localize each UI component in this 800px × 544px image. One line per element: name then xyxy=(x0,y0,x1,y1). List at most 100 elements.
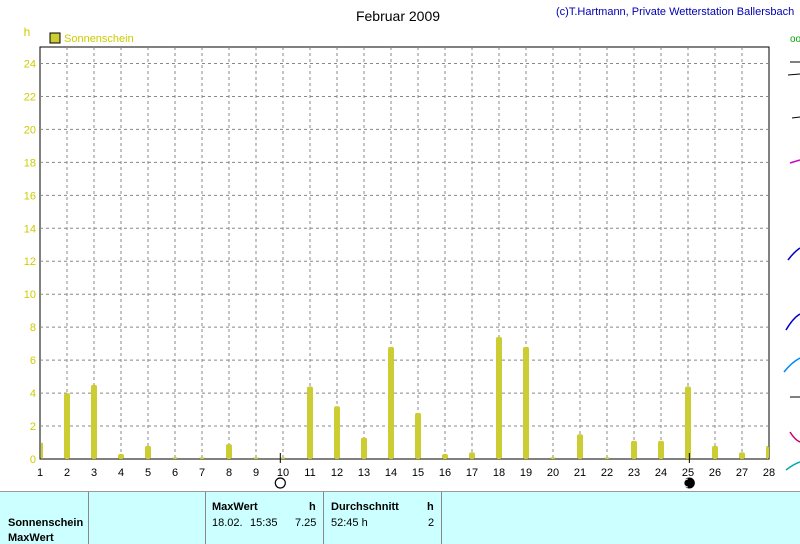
legend-swatch xyxy=(49,32,61,44)
x-tick-label: 24 xyxy=(655,467,667,479)
x-tick-label: 4 xyxy=(118,467,124,479)
y-tick-label: 4 xyxy=(30,388,36,400)
x-tick-labels: 1 2 3 4 5 6 7 8 9 10 11 12 13 14 15 16 17 18 19 20 21 22 23 24 2… xyxy=(37,467,775,479)
x-tick-label: 19 xyxy=(520,467,532,479)
x-tick-label: 7 xyxy=(199,467,205,479)
right-edge-mark xyxy=(791,116,800,119)
moon-crescent-highlight xyxy=(683,478,688,488)
bar xyxy=(766,445,769,459)
right-edge-mark xyxy=(789,159,800,164)
right-edge-mark xyxy=(787,73,800,76)
bar xyxy=(334,406,340,459)
bar xyxy=(253,457,259,459)
x-tick-label: 25 xyxy=(682,467,694,479)
x-tick-label: 20 xyxy=(547,467,559,479)
row-label-sonnenschein: Sonnenschein xyxy=(8,517,84,529)
x-tick-label: 14 xyxy=(385,467,397,479)
bar xyxy=(577,434,583,459)
table-divider xyxy=(441,492,442,544)
bar-group xyxy=(41,337,769,459)
y-tick-label: 12 xyxy=(24,256,36,268)
bar xyxy=(658,440,664,459)
summary-table: Sonnenschein MaxWert MaxWert h 18.02. 15… xyxy=(0,491,800,544)
right-edge-curve xyxy=(783,357,800,373)
right-edge-cutoff-glyph: oo xyxy=(790,34,800,45)
avg-unit: h xyxy=(427,501,434,513)
y-tick-label: 6 xyxy=(30,355,36,367)
y-tick-label: 22 xyxy=(24,91,36,103)
table-divider xyxy=(205,492,206,544)
x-tick-label: 18 xyxy=(493,467,505,479)
max-time: 15:35 xyxy=(250,517,278,529)
right-edge-decoration: oo xyxy=(783,34,800,471)
table-divider xyxy=(88,492,89,544)
table-divider xyxy=(323,492,324,544)
bar xyxy=(496,337,502,459)
bar xyxy=(41,442,43,459)
right-edge-curve xyxy=(785,461,800,471)
legend-label: Sonnenschein xyxy=(64,33,134,45)
plot-frame xyxy=(39,46,770,460)
bar xyxy=(361,437,367,459)
y-tick-label: 10 xyxy=(24,289,36,301)
y-tick-label: 20 xyxy=(24,124,36,136)
bar xyxy=(739,452,745,459)
x-tick-label: 26 xyxy=(709,467,721,479)
y-axis-unit-label: h xyxy=(24,25,31,39)
copyright-credit: (c)T.Hartmann, Private Wetterstation Bal… xyxy=(556,6,795,18)
bar xyxy=(91,384,97,459)
y-tick-label: 14 xyxy=(24,223,36,235)
bar xyxy=(550,457,556,459)
bar xyxy=(64,393,70,459)
full-moon-icon xyxy=(274,477,286,489)
right-edge-curve xyxy=(785,313,800,331)
y-tick-label: 24 xyxy=(24,58,36,70)
x-tick-label: 13 xyxy=(358,467,370,479)
avg-header: Durchschnitt xyxy=(331,501,399,513)
y-tick-label: 16 xyxy=(24,190,36,202)
bar xyxy=(631,440,637,459)
bar xyxy=(442,454,448,459)
y-tick-label: 0 xyxy=(30,454,36,466)
bar xyxy=(388,346,394,459)
max-unit: h xyxy=(309,501,316,513)
bar xyxy=(172,457,178,459)
chart-title: Februar 2009 xyxy=(356,8,440,24)
max-header: MaxWert xyxy=(212,501,258,513)
x-tick-label: 2 xyxy=(64,467,70,479)
bar xyxy=(199,457,205,459)
x-tick-label: 1 xyxy=(37,467,43,479)
x-tick-label: 8 xyxy=(226,467,232,479)
x-tick-label: 10 xyxy=(277,467,289,479)
y-tick-label: 2 xyxy=(30,421,36,433)
right-edge-curve xyxy=(789,431,800,443)
bar xyxy=(145,445,151,459)
avg-value: 52:45 h xyxy=(331,517,368,529)
x-tick-label: 22 xyxy=(601,467,613,479)
x-tick-label: 16 xyxy=(439,467,451,479)
avg-count: 2 xyxy=(428,517,435,529)
x-tick-label: 9 xyxy=(253,467,259,479)
x-tick-label: 17 xyxy=(466,467,478,479)
chart: Februar 2009 h Sonnenschein 024681012141… xyxy=(24,8,800,489)
bar xyxy=(226,444,232,459)
bar xyxy=(307,386,313,459)
x-tick-label: 3 xyxy=(91,467,97,479)
x-tick-label: 5 xyxy=(145,467,151,479)
x-tick-label: 15 xyxy=(412,467,424,479)
legend: Sonnenschein xyxy=(49,32,134,45)
bar xyxy=(280,457,286,459)
x-tick-label: 23 xyxy=(628,467,640,479)
bar xyxy=(523,346,529,459)
x-tick-label: 11 xyxy=(304,467,315,479)
x-tick-label: 27 xyxy=(736,467,748,479)
bar xyxy=(118,454,124,459)
x-tick-label: 21 xyxy=(574,467,586,479)
bar xyxy=(415,412,421,459)
bar xyxy=(469,452,475,459)
row-label-maxwert: MaxWert xyxy=(8,532,54,544)
moon-phase-markers xyxy=(274,453,695,489)
x-tick-label: 28 xyxy=(763,467,775,479)
x-tick-label: 6 xyxy=(172,467,178,479)
